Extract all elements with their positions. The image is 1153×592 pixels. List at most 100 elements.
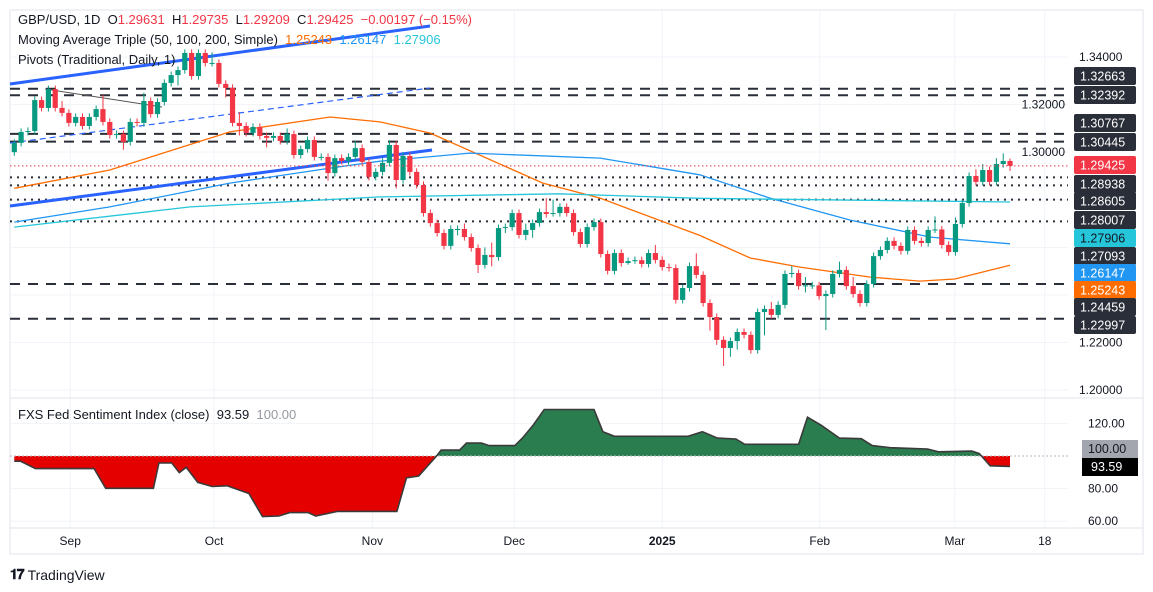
candle[interactable] [502, 223, 508, 234]
candle[interactable] [946, 241, 952, 256]
candle[interactable] [816, 281, 822, 300]
candle[interactable] [345, 153, 352, 165]
candle[interactable] [836, 261, 843, 278]
time-axis[interactable]: Sep Oct Nov Dec 2025 Feb Mar 18 [60, 534, 1052, 548]
candle[interactable] [420, 181, 427, 217]
candle[interactable] [100, 95, 106, 126]
candle[interactable] [386, 140, 392, 167]
candle[interactable] [250, 123, 256, 137]
candle[interactable] [584, 223, 590, 248]
candle[interactable] [952, 217, 959, 256]
candle[interactable] [495, 224, 502, 261]
candle[interactable] [373, 168, 379, 181]
candle[interactable] [407, 152, 413, 176]
candle[interactable] [120, 130, 127, 150]
candle[interactable] [973, 169, 979, 186]
ma200-line[interactable] [14, 193, 1011, 228]
candle[interactable] [639, 256, 645, 268]
candle[interactable] [523, 223, 529, 241]
candle[interactable] [693, 253, 699, 279]
candle[interactable] [284, 128, 290, 145]
tradingview-logo[interactable]: 𝟏𝟕 TradingView [10, 566, 105, 583]
candle[interactable] [891, 237, 897, 250]
candle[interactable] [966, 172, 972, 207]
candle[interactable] [939, 225, 945, 249]
candle[interactable] [18, 128, 24, 147]
candle[interactable] [257, 123, 263, 140]
candle[interactable] [168, 71, 174, 87]
candle[interactable] [768, 302, 774, 319]
candle[interactable] [1000, 153, 1006, 168]
candle[interactable] [775, 301, 781, 319]
candle[interactable] [393, 140, 399, 189]
candle[interactable] [38, 96, 45, 112]
candle[interactable] [850, 277, 856, 298]
candle[interactable] [659, 256, 665, 271]
candle[interactable] [877, 246, 884, 260]
candle[interactable] [857, 290, 863, 307]
candle[interactable] [45, 85, 51, 112]
upper-trendline[interactable] [9, 24, 431, 86]
candle[interactable] [448, 225, 454, 250]
candle[interactable] [925, 226, 931, 247]
ma-legend[interactable]: Moving Average Triple (50, 100, 200, Sim… [18, 32, 441, 47]
candle[interactable] [182, 49, 188, 74]
candle[interactable] [796, 269, 802, 290]
candle[interactable] [86, 113, 92, 130]
candle[interactable] [577, 228, 583, 248]
sentiment-line[interactable] [14, 408, 1011, 518]
candle[interactable] [789, 265, 795, 278]
candle[interactable] [645, 249, 652, 268]
candle[interactable] [298, 145, 304, 159]
candle[interactable] [59, 101, 65, 117]
candle[interactable] [802, 277, 809, 293]
candle[interactable] [277, 132, 283, 145]
candle[interactable] [236, 112, 242, 136]
candle[interactable] [898, 242, 904, 255]
candle[interactable] [714, 313, 720, 345]
candle[interactable] [209, 52, 215, 67]
candle[interactable] [700, 271, 706, 307]
sentiment-axis[interactable]: 120.00 80.00 60.00 100.00 93.59 [1082, 416, 1138, 528]
candle[interactable] [325, 153, 331, 181]
candle[interactable] [141, 92, 147, 127]
candle[interactable] [441, 229, 447, 250]
pivots-legend[interactable]: Pivots (Traditional, Daily, 1) [18, 52, 176, 67]
candle[interactable] [673, 264, 679, 304]
candle[interactable] [707, 299, 713, 331]
candle[interactable] [25, 127, 31, 136]
candle[interactable] [734, 328, 740, 350]
candle[interactable] [550, 199, 556, 217]
candle[interactable] [468, 233, 474, 252]
candle[interactable] [864, 280, 870, 307]
candle[interactable] [557, 203, 563, 217]
candle[interactable] [11, 139, 17, 156]
candle[interactable] [761, 305, 768, 336]
candle[interactable] [932, 216, 938, 234]
candle[interactable] [666, 263, 672, 272]
candle[interactable] [570, 209, 577, 236]
candle[interactable] [782, 270, 788, 309]
candle[interactable] [530, 219, 536, 238]
candle[interactable] [611, 249, 618, 275]
candle[interactable] [127, 118, 133, 146]
candle[interactable] [366, 158, 372, 181]
candle[interactable] [352, 140, 358, 161]
candle[interactable] [980, 164, 986, 186]
candle[interactable] [843, 266, 849, 290]
candle[interactable] [625, 257, 631, 265]
sentiment-legend[interactable]: FXS Fed Sentiment Index (close) 93.59 10… [18, 407, 296, 422]
candle[interactable] [489, 242, 495, 267]
candle[interactable] [720, 336, 727, 367]
candle[interactable] [359, 144, 365, 166]
candle[interactable] [755, 308, 761, 354]
symbol-title[interactable]: GBP/USD, 1D [18, 12, 101, 27]
candle[interactable] [32, 96, 38, 135]
candle[interactable] [516, 209, 522, 239]
candle[interactable] [175, 66, 181, 86]
candle[interactable] [195, 49, 202, 80]
candle[interactable] [809, 281, 815, 289]
candle[interactable] [598, 218, 604, 258]
candle[interactable] [93, 105, 99, 121]
candle[interactable] [216, 59, 222, 88]
